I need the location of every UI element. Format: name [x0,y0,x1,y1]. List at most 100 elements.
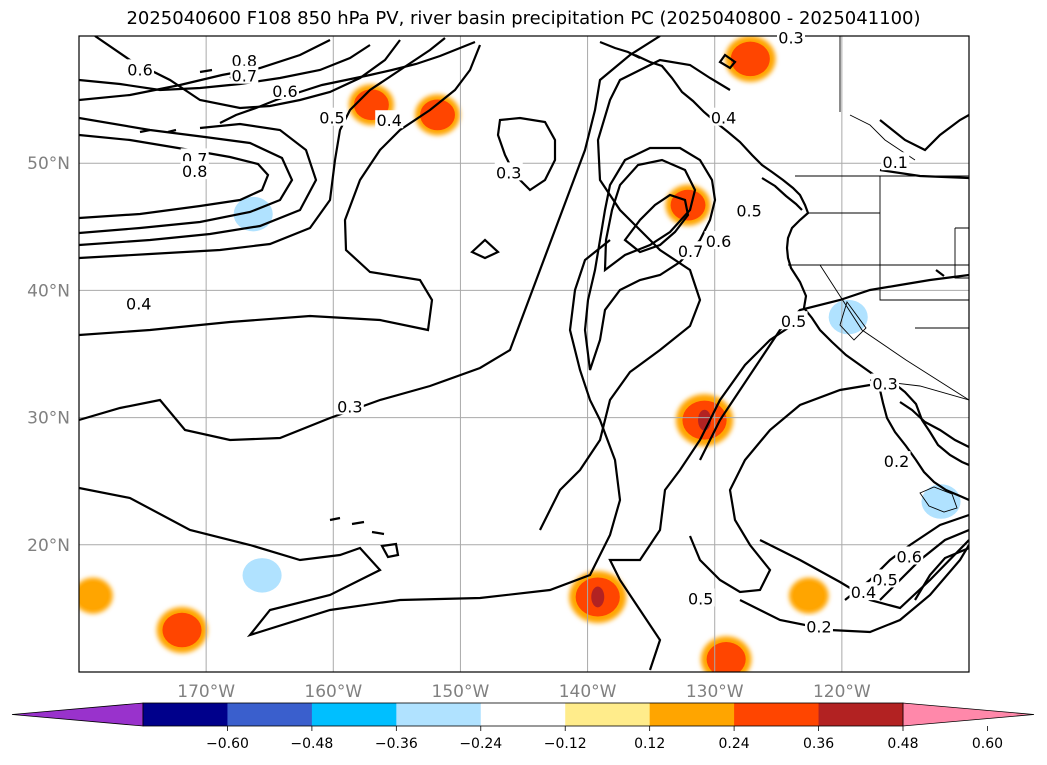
colorbar-segment [734,703,820,726]
pv-contour-0.6-trough [603,158,697,273]
contour-label: 0.8 [230,50,259,70]
contour-label-text: 0.6 [706,232,731,251]
alaska-coastline [599,40,641,59]
colorbar-segment [143,703,228,726]
contour-label-bg [180,161,209,180]
precip-patch-peak [591,586,605,608]
latitude-labels: 20°N 30°N 40°N 50°N [27,154,70,556]
precip-patch [675,394,734,447]
colorbar-over-triangle [902,702,1035,727]
colorbar-tick-label: 0.36 [803,736,834,752]
map-background [79,36,969,672]
precip-patch [414,94,461,136]
contour-label: 0.6 [895,546,924,567]
contour-label-bg [318,107,347,126]
colorbar-tick-label: 0.12 [634,736,665,752]
contour-label-text: 0.5 [781,312,806,331]
gridline-layer [79,36,969,672]
contour-label: 0.5 [686,588,715,608]
us-state-borders [788,176,969,401]
contour-label-bg [881,152,910,171]
contour-label: 0.3 [494,162,523,182]
contour-label: 0.3 [335,396,364,416]
contour-label-bg [230,50,259,69]
pv-contour-0.5-east [699,273,969,461]
pv-contour-0.2-coast [879,114,969,180]
contour-label-bg [230,65,259,84]
gulf-of-california-coastline [899,401,969,448]
contour-label-text: 0.8 [232,51,257,70]
contour-label-text: 0.7 [678,242,703,261]
colorbar-tick-label: −0.48 [290,736,333,752]
precip-patch [79,577,113,614]
contour-label: 0.3 [777,27,805,48]
colorbar-segment [565,703,651,726]
lon-tick-label: 160°W [304,682,362,702]
contour-label-text: 0.5 [736,202,761,221]
contour-label-text: 0.2 [884,452,909,471]
contour-label-bg [709,107,738,126]
colorbar-tick-label: −0.60 [206,736,249,752]
contour-label: 0.6 [704,231,733,251]
map-frame [78,35,970,673]
contour-label-bg [686,588,715,607]
contour-label-bg [779,311,808,330]
contour-label-bg [777,27,805,46]
lon-tick-label: 170°W [177,682,235,702]
contour-label-text: 0.4 [711,109,736,128]
colorbar-tick-label: −0.24 [459,736,502,752]
colorbar-tick-label: −0.12 [544,736,587,752]
colorbar-tick-label: −0.36 [375,736,418,752]
precip-patch-core [730,41,770,77]
contour-label-bg [871,569,900,588]
precip-patch-core [828,299,868,335]
hawaii-islands [329,516,400,559]
contour-label: 0.5 [735,200,764,221]
pv-contour-0.3-south [79,36,661,442]
contour-label-text: 0.6 [272,82,297,101]
contour-label: 0.1 [881,152,910,172]
contour-label-bg [126,59,155,78]
precip-patch-core [233,196,273,232]
contour-label: 0.7 [230,65,259,86]
precip-patch-core [242,558,282,593]
colorbar-segment [480,703,566,726]
vancouver-island-coastline [761,177,803,211]
contour-label-text: 0.5 [319,109,344,128]
colorbar-tick-label: 0.60 [972,736,1003,752]
lon-tick-label: 120°W [813,682,871,702]
contour-label-text: 0.7 [232,67,257,86]
contour-label: 0.7 [676,241,705,261]
pv-contour-0.3-loop [496,116,557,192]
precip-patch-core [79,582,109,610]
colorbar-segment [311,703,397,726]
colorbar-segment [649,703,735,726]
contour-label: 0.5 [779,311,808,331]
precip-patch-core [706,642,746,672]
longitude-labels: 170°W 160°W 150°W 140°W 130°W 120°W [177,682,871,702]
contour-label-text: 0.3 [337,397,362,416]
precip-patch-core [420,99,455,131]
contour-label-bg [882,451,911,470]
precip-patch [156,607,208,654]
lat-tick-label: 40°N [27,281,70,301]
contour-label-text: 0.6 [127,60,152,79]
contour-label: 0.4 [375,110,404,130]
contour-label: 0.4 [709,107,738,128]
contour-label-text: 0.6 [897,548,922,567]
pv-contour-0.5-nw [718,53,737,70]
precip-patch [665,184,711,226]
chart-title: 2025040600 F108 850 hPa PV, river basin … [126,8,921,29]
lat-tick-label: 50°N [27,154,70,174]
pv-contour-layer [79,36,969,671]
pv-contour-0.4-east [539,58,731,531]
colorbar-segment [396,703,482,726]
contour-label: 0.8 [180,161,209,181]
contour-label-text: 0.5 [688,589,713,608]
colorbar-segment [818,703,904,726]
precip-patch [569,570,627,623]
precip-patch [700,636,752,672]
precip-patch-core [793,582,825,610]
contour-label-bg [735,200,764,219]
contour-label-layer: 0.6 0.80.70.60.5 0.40.70.80.40.30.70.60.50… [124,27,924,636]
